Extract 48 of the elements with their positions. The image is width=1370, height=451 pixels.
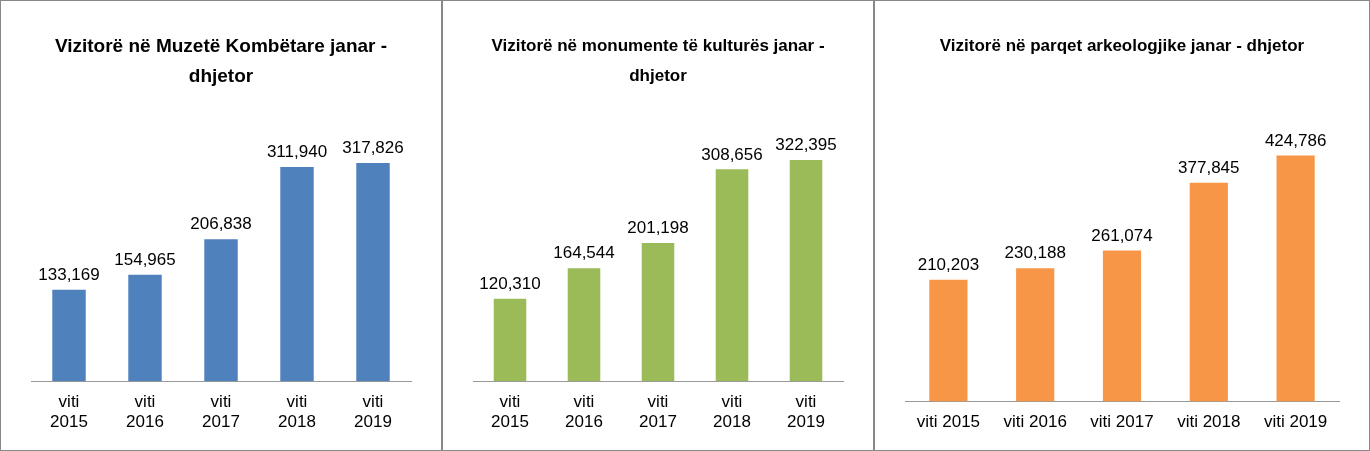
data-label: 210,203 [917, 255, 980, 275]
x-tick-label: viti 2019 [787, 392, 825, 432]
data-label: 317,826 [342, 138, 404, 158]
chart-title: Vizitorë në Muzetë Kombëtare janar - dhjetor [53, 34, 389, 88]
bar [1016, 268, 1055, 402]
x-tick-label: viti 2017 [1090, 412, 1154, 432]
bar [493, 298, 527, 382]
x-tick-label: viti 2018 [278, 392, 316, 432]
x-tick-label: viti 2019 [354, 392, 392, 432]
x-tick-label: viti 2016 [565, 392, 603, 432]
data-label: 322,395 [775, 135, 837, 155]
bar [128, 274, 162, 382]
x-tick-label: viti 2018 [1177, 412, 1241, 432]
data-label: 261,074 [1091, 225, 1153, 245]
data-label: 120,310 [479, 273, 541, 293]
chart-title: Vizitorë në parqet arkeologjike janar - dhjetor [938, 35, 1306, 57]
x-tick-label: viti 2017 [202, 392, 240, 432]
bar [567, 268, 601, 382]
data-label: 164,544 [553, 243, 615, 263]
data-label: 424,786 [1264, 130, 1327, 150]
bar [1102, 250, 1142, 402]
data-label: 308,656 [701, 144, 763, 164]
x-tick-label: viti 2016 [126, 392, 164, 432]
bar [52, 289, 86, 382]
data-label: 154,965 [114, 250, 176, 270]
bar [1189, 182, 1228, 402]
x-tick-label: viti 2015 [50, 392, 88, 432]
data-label: 377,845 [1178, 157, 1240, 177]
bar [204, 239, 238, 382]
bar [929, 279, 968, 402]
bar [1276, 155, 1315, 402]
data-label: 230,188 [1004, 243, 1066, 263]
x-tick-label: viti 2018 [713, 392, 751, 432]
data-label: 201,198 [627, 218, 689, 238]
bar [715, 169, 749, 382]
chart-title: Vizitorë në monumente të kulturës janar - dhjetor [490, 35, 826, 87]
x-tick-label: viti 2019 [1263, 412, 1328, 432]
bar [280, 167, 314, 382]
x-tick-label: viti 2015 [916, 412, 981, 432]
x-tick-label: viti 2017 [639, 392, 677, 432]
x-tick-label: viti 2016 [1003, 412, 1067, 432]
data-label: 133,169 [38, 265, 100, 284]
bar [641, 243, 675, 382]
data-label: 311,940 [266, 142, 328, 162]
bar [789, 159, 823, 382]
data-label: 206,838 [190, 214, 252, 234]
bar [356, 163, 390, 382]
x-tick-label: viti 2015 [491, 392, 529, 432]
